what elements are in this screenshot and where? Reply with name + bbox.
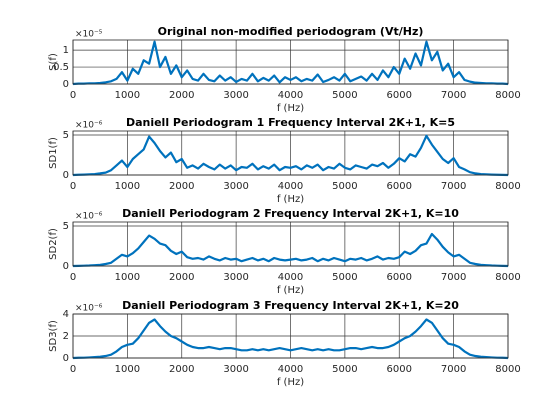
x-tick-label: 4000 <box>278 272 303 283</box>
x-tick-label: 2000 <box>169 364 194 375</box>
x-tick-label: 0 <box>70 364 76 375</box>
x-axis-label: f (Hz) <box>277 285 304 296</box>
x-tick-label: 6000 <box>387 181 412 192</box>
chart-title: Daniell Periodogram 3 Frequency Interval… <box>122 299 459 312</box>
x-tick-label: 1000 <box>115 181 140 192</box>
y-tick-label: 0 <box>63 170 69 181</box>
chart-title: Daniell Periodogram 2 Frequency Interval… <box>122 207 459 220</box>
x-tick-label: 2000 <box>169 181 194 192</box>
x-tick-label: 0 <box>70 90 76 101</box>
axes-frame <box>72 313 509 359</box>
x-axis-label: f (Hz) <box>277 377 304 388</box>
y-exponent-label: ×10⁻⁵ <box>75 30 103 40</box>
x-tick-label: 6000 <box>387 90 412 101</box>
y-tick-label: 2 <box>63 331 69 342</box>
x-tick-label: 1000 <box>115 364 140 375</box>
y-axis-label: S(f) <box>48 53 59 71</box>
y-axis-label: SD1(f) <box>48 137 59 169</box>
y-tick-label: 0 <box>63 79 69 90</box>
x-tick-label: 5000 <box>332 272 357 283</box>
y-exponent-label: ×10⁻⁶ <box>75 304 103 314</box>
axes-frame <box>72 221 509 267</box>
x-tick-label: 4000 <box>278 90 303 101</box>
data-line <box>72 40 509 86</box>
x-tick-label: 3000 <box>223 90 248 101</box>
x-tick-label: 0 <box>70 181 76 192</box>
y-axis-label: SD2(f) <box>48 228 59 260</box>
y-tick-label: 1 <box>63 45 69 56</box>
y-tick-label: 0 <box>63 261 69 272</box>
x-tick-label: 8000 <box>495 272 520 283</box>
data-line <box>72 232 509 268</box>
axes-frame <box>72 130 509 176</box>
x-tick-label: 2000 <box>169 90 194 101</box>
y-axis-label: SD3(f) <box>48 320 59 352</box>
x-tick-label: 7000 <box>441 364 466 375</box>
y-tick-label: 0.5 <box>53 62 69 73</box>
y-exponent-label: ×10⁻⁶ <box>75 212 103 222</box>
x-tick-label: 8000 <box>495 90 520 101</box>
x-tick-label: 7000 <box>441 90 466 101</box>
x-tick-label: 3000 <box>223 364 248 375</box>
data-line <box>72 318 509 360</box>
x-tick-label: 4000 <box>278 181 303 192</box>
x-tick-label: 8000 <box>495 364 520 375</box>
x-tick-label: 5000 <box>332 364 357 375</box>
x-tick-label: 2000 <box>169 272 194 283</box>
x-tick-label: 1000 <box>115 90 140 101</box>
x-axis-label: f (Hz) <box>277 103 304 114</box>
data-line <box>72 134 509 177</box>
x-tick-label: 5000 <box>332 90 357 101</box>
chart-title: Original non-modified periodogram (Vt/Hz… <box>158 25 424 38</box>
chart-title: Daniell Periodogram 1 Frequency Interval… <box>126 116 455 129</box>
x-tick-label: 5000 <box>332 181 357 192</box>
x-tick-label: 3000 <box>223 272 248 283</box>
x-tick-label: 4000 <box>278 364 303 375</box>
x-tick-label: 6000 <box>387 272 412 283</box>
y-tick-label: 5 <box>63 130 69 141</box>
y-exponent-label: ×10⁻⁶ <box>75 121 103 131</box>
y-tick-label: 4 <box>63 309 69 320</box>
x-axis-label: f (Hz) <box>277 194 304 205</box>
x-tick-label: 8000 <box>495 181 520 192</box>
y-tick-label: 5 <box>63 221 69 232</box>
x-tick-label: 7000 <box>441 272 466 283</box>
x-tick-label: 6000 <box>387 364 412 375</box>
x-tick-label: 3000 <box>223 181 248 192</box>
x-tick-label: 1000 <box>115 272 140 283</box>
x-tick-label: 7000 <box>441 181 466 192</box>
y-tick-label: 0 <box>63 353 69 364</box>
x-tick-label: 0 <box>70 272 76 283</box>
axes-frame <box>72 39 509 85</box>
